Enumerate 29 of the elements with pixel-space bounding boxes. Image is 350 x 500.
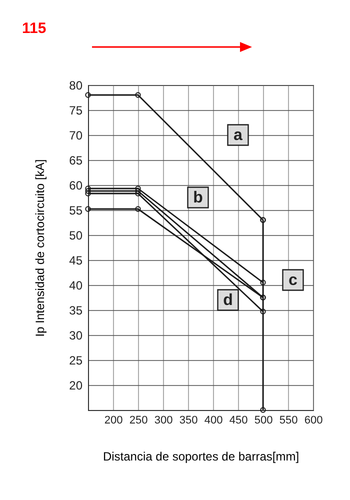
y-axis-title: Ip Intensidad de cortocircuito [kA] [33, 159, 48, 337]
chart-title: 115 [22, 20, 46, 37]
y-tick-label: 30 [69, 328, 83, 342]
y-tick-label: 25 [69, 354, 83, 368]
y-tick-label: 50 [69, 228, 83, 242]
annotation: b [193, 190, 204, 206]
y-tick-label: 20 [69, 378, 83, 392]
x-axis-title: Distancia de soportes de barras[mm] [102, 450, 300, 464]
x-tick-label: 550 [279, 414, 298, 426]
x-tick-label: 450 [229, 414, 248, 426]
annotation: d [223, 292, 233, 309]
y-tick-label: 40 [69, 278, 83, 292]
x-tick-label: 500 [254, 414, 273, 426]
y-tick-label: 45 [69, 254, 83, 268]
x-tick-label: 400 [204, 414, 223, 426]
y-tick-label: 35 [69, 304, 83, 318]
x-tick-label: 300 [154, 414, 173, 426]
y-tick-label: 80 [69, 78, 83, 92]
y-tick-label: 65 [69, 154, 83, 168]
x-tick-label: 600 [304, 414, 323, 426]
annotation: a [234, 127, 243, 144]
y-tick-label: 70 [69, 128, 83, 142]
y-tick-label: 60 [69, 178, 83, 192]
y-tick-label: 75 [69, 104, 83, 118]
annotation: c [288, 272, 298, 289]
x-tick-label: 350 [179, 414, 198, 426]
y-tick-label: 55 [69, 204, 83, 218]
x-tick-label: 250 [129, 414, 148, 426]
x-tick-label: 200 [104, 414, 123, 426]
